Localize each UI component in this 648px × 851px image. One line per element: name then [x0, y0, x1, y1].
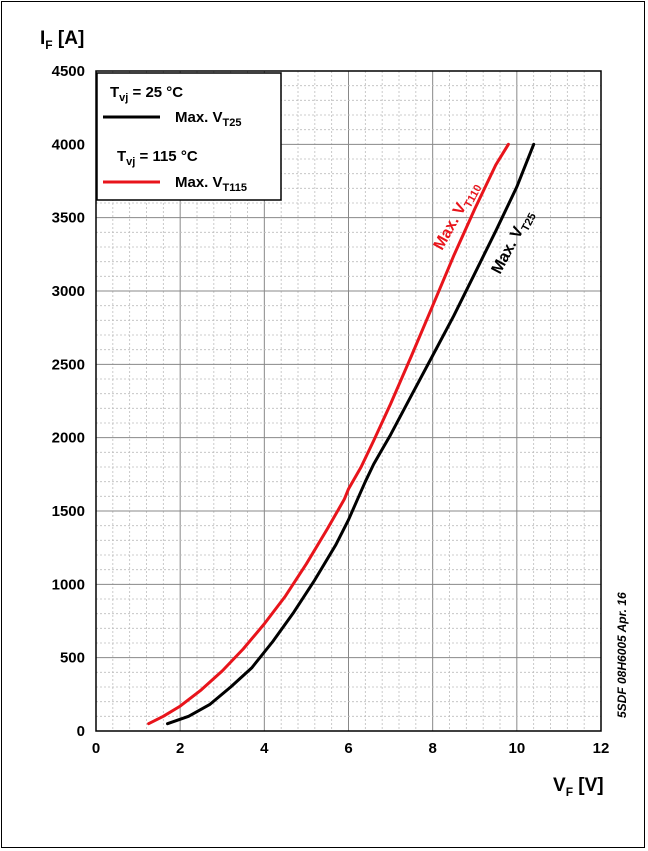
- legend-condition-115: Tvj = 115 °C: [117, 148, 198, 168]
- x-axis-title: VF [V]: [553, 775, 604, 799]
- legend: Tvj = 25 °C Max. VT25 Tvj = 115 °C Max. …: [96, 72, 282, 201]
- x-tick-label: 6: [344, 740, 352, 757]
- y-axis-title: IF [A]: [40, 28, 84, 52]
- x-tick-label: 0: [92, 740, 100, 757]
- series-line-black: [166, 142, 536, 726]
- y-tick-label: 1000: [52, 576, 85, 593]
- x-tick-label: 10: [508, 740, 525, 757]
- y-tick-label: 2000: [52, 430, 85, 447]
- series-lines: [147, 142, 536, 726]
- y-tick-label: 3000: [52, 283, 85, 300]
- y-tick-label: 1500: [52, 503, 85, 520]
- y-tick-label: 3500: [52, 210, 85, 227]
- y-tick-label: 0: [77, 723, 85, 740]
- x-tick-label: 12: [593, 740, 610, 757]
- y-tick-label: 2500: [52, 356, 85, 373]
- y-tick-label: 500: [60, 650, 85, 667]
- legend-condition-25: Tvj = 25 °C: [110, 84, 183, 104]
- curve-label-red: Max. VT110: [431, 179, 485, 254]
- plot-border: [95, 70, 602, 732]
- legend-entry-t25: Max. VT25: [175, 109, 242, 129]
- tick-labels: 0 2 4 6 8 10 12 0 500 1000 1500 2000 2500 3000 3500 400…: [52, 63, 610, 757]
- x-tick-label: 4: [260, 740, 269, 757]
- y-tick-label: 4500: [52, 63, 85, 80]
- x-tick-label: 2: [176, 740, 184, 757]
- series-line-red: [147, 142, 510, 726]
- legend-box: [96, 72, 282, 201]
- x-tick-label: 8: [428, 740, 436, 757]
- document-reference-note: 5SDF 08H6005 Apr. 16: [615, 592, 629, 718]
- y-tick-label: 4000: [52, 136, 85, 153]
- legend-entry-t115: Max. VT115: [175, 174, 247, 194]
